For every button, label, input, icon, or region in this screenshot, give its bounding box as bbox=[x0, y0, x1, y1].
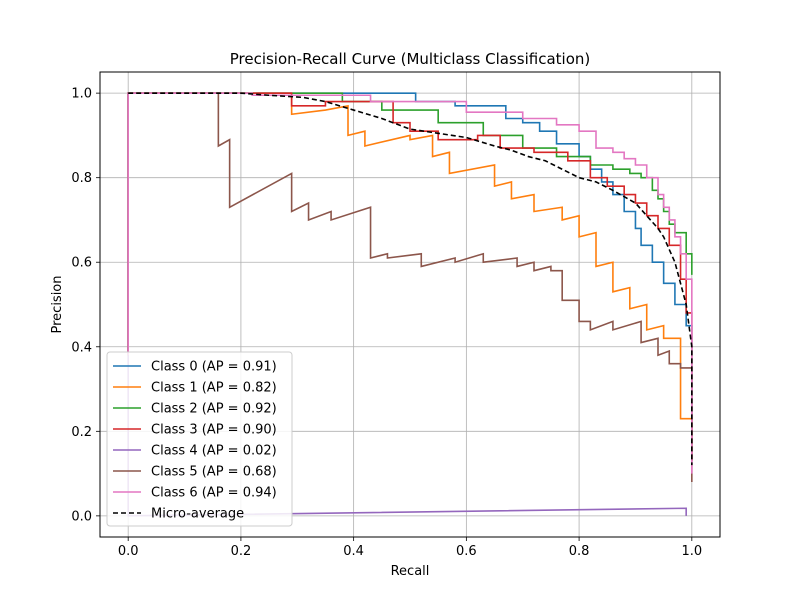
legend-label: Class 3 (AP = 0.90) bbox=[151, 423, 277, 438]
x-tick-label: 0.4 bbox=[343, 544, 364, 559]
x-tick-label: 0.0 bbox=[118, 544, 139, 559]
plot-border bbox=[99, 71, 721, 538]
legend-label: Class 5 (AP = 0.68) bbox=[151, 465, 277, 480]
legend-label: Class 4 (AP = 0.02) bbox=[151, 444, 277, 459]
legend-label: Class 6 (AP = 0.94) bbox=[151, 486, 277, 501]
legend-label: Class 1 (AP = 0.82) bbox=[151, 381, 277, 396]
x-tick-label: 1.0 bbox=[681, 544, 702, 559]
series-line-2 bbox=[127, 92, 693, 356]
x-tick-label: 0.8 bbox=[569, 544, 590, 559]
series-line-7 bbox=[128, 92, 693, 466]
y-tick-label: 0.0 bbox=[71, 509, 92, 524]
legend-label: Class 0 (AP = 0.91) bbox=[151, 360, 277, 375]
y-tick-label: 0.6 bbox=[71, 256, 92, 271]
legend-label: Micro-average bbox=[151, 507, 244, 522]
series-line-5 bbox=[127, 92, 693, 483]
series-line-0 bbox=[127, 92, 693, 461]
y-tick-label: 0.4 bbox=[71, 340, 92, 355]
tick-layer: 0.0 0.2 0.4 0.6 0.8 1.0 0.0 0.2 0.4 0.6 0.8 1.0 bbox=[71, 87, 702, 559]
y-tick-label: 1.0 bbox=[71, 87, 92, 102]
legend: Class 0 (AP = 0.91) Class 1 (AP = 0.82) Cl… bbox=[106, 351, 293, 527]
y-tick-label: 0.8 bbox=[71, 171, 92, 186]
x-axis-label: Recall bbox=[391, 564, 430, 579]
legend-box bbox=[106, 351, 293, 527]
series-line-3 bbox=[127, 92, 693, 461]
y-axis-label: Precision bbox=[50, 275, 65, 333]
chart-title: Precision-Recall Curve (Multiclass Class… bbox=[230, 50, 591, 68]
series-line-6 bbox=[127, 92, 693, 474]
series-layer bbox=[127, 92, 693, 517]
x-tick-label: 0.6 bbox=[456, 544, 477, 559]
x-tick-label: 0.2 bbox=[231, 544, 252, 559]
legend-label: Class 2 (AP = 0.92) bbox=[151, 402, 277, 417]
series-line-1 bbox=[127, 92, 693, 461]
y-tick-label: 0.2 bbox=[71, 425, 92, 440]
